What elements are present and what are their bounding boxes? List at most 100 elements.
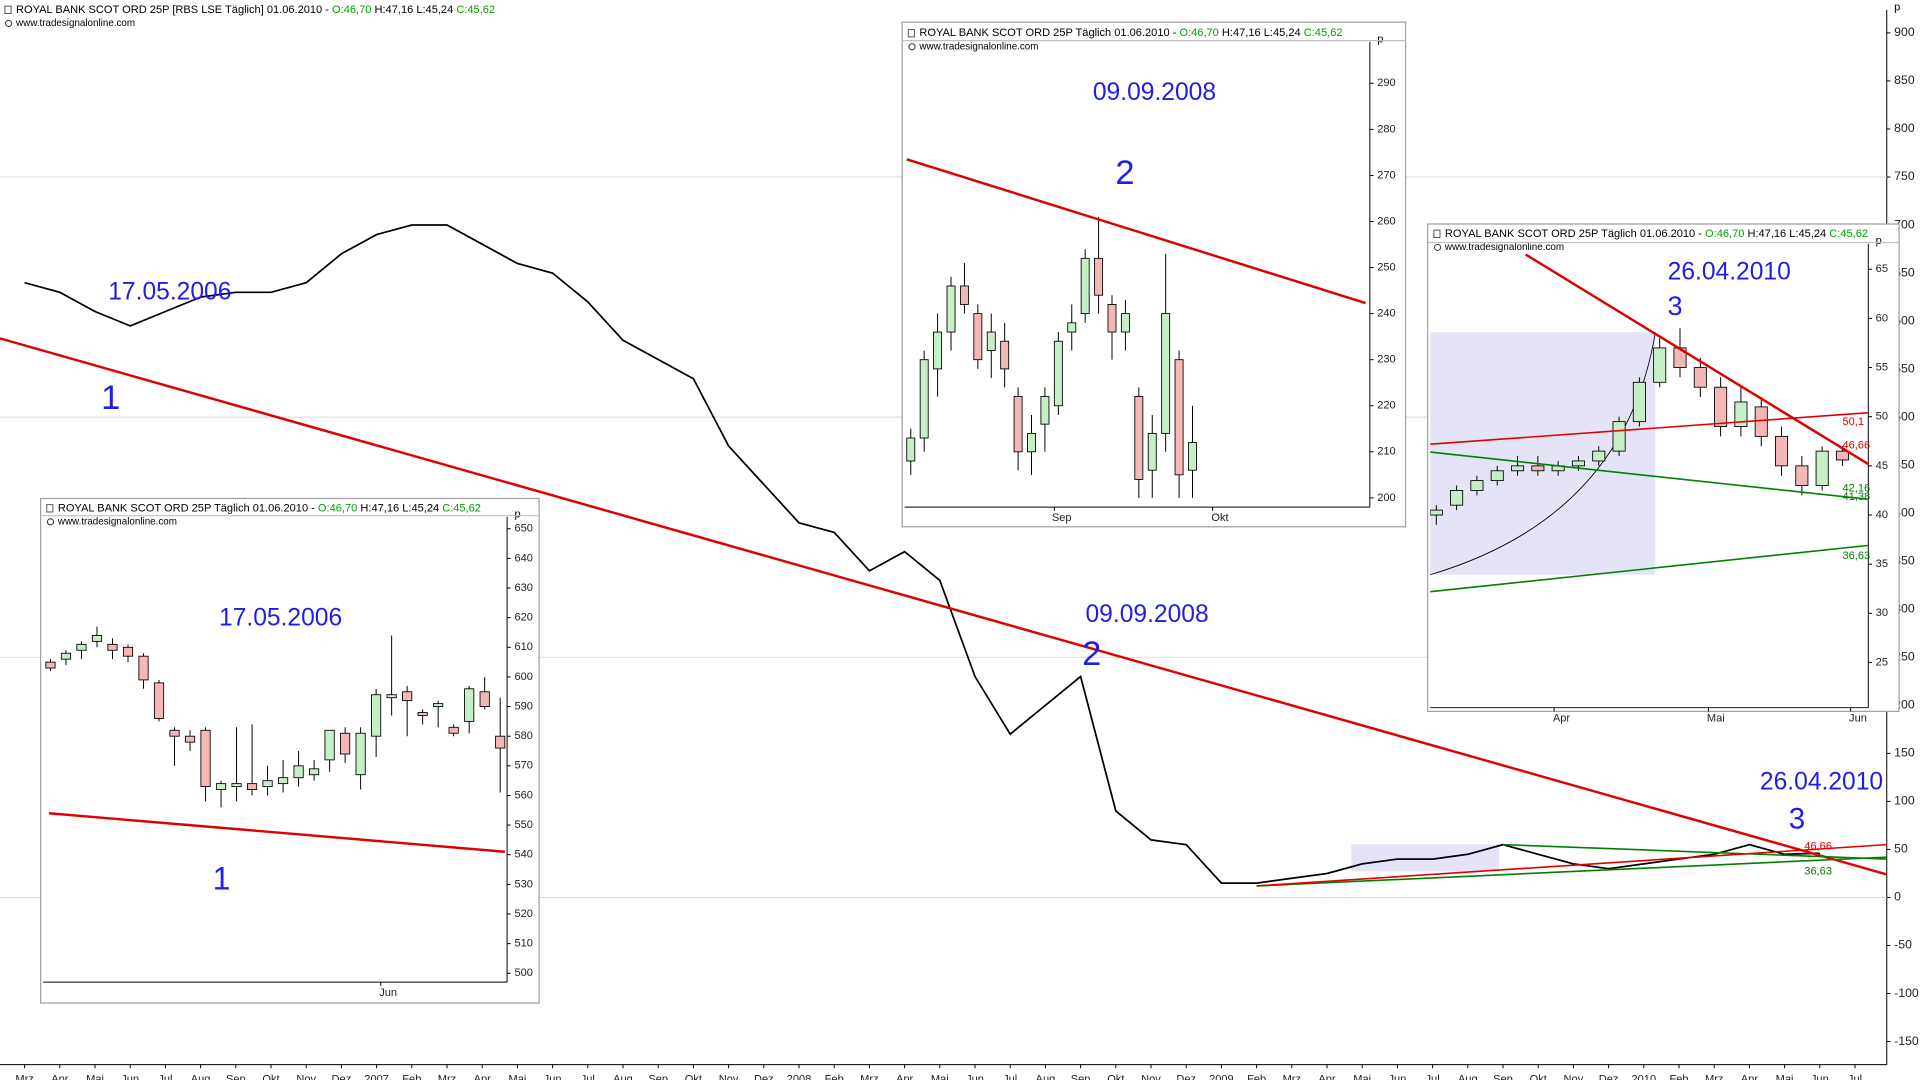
y-tick-label: 630 bbox=[514, 582, 532, 594]
y-tick-label: 530 bbox=[514, 878, 532, 890]
candle-body bbox=[1531, 465, 1545, 472]
y-tick-label: 200 bbox=[1377, 492, 1395, 504]
y-tick-label: 280 bbox=[1377, 123, 1395, 135]
candle-body bbox=[169, 729, 180, 737]
y-tick-label: 40 bbox=[1876, 509, 1888, 521]
y-tick-label: 210 bbox=[1377, 446, 1395, 458]
header-icon bbox=[1433, 229, 1441, 239]
annotation: 09.09.2008 bbox=[1085, 601, 1208, 628]
y-tick-label: 60 bbox=[1876, 312, 1888, 324]
x-tick-label: Jul bbox=[1003, 1073, 1017, 1080]
annotation: 3 bbox=[1668, 290, 1683, 321]
annotation: 26.04.2010 bbox=[1760, 768, 1883, 795]
arc-curve bbox=[1430, 332, 1656, 576]
candle-body bbox=[1815, 450, 1829, 486]
y-tick-label: 55 bbox=[1876, 361, 1888, 373]
y-unit: p bbox=[514, 508, 520, 520]
plot-area bbox=[45, 626, 506, 853]
ohlc-value: O:46,70 bbox=[318, 502, 357, 514]
title: ROYAL BANK SCOT ORD 25P Täglich 01.06.20… bbox=[58, 502, 318, 514]
ohlc-value: H:47,16 bbox=[1222, 27, 1261, 39]
candle-body bbox=[1632, 381, 1646, 423]
candle-body bbox=[107, 643, 118, 651]
y-tick-label: 510 bbox=[514, 938, 532, 950]
annotation: 1 bbox=[101, 379, 120, 417]
plot-area bbox=[0, 224, 1887, 887]
shaded-region bbox=[1430, 332, 1656, 575]
candle-body bbox=[1835, 450, 1849, 461]
candle-body bbox=[324, 729, 335, 761]
candle-body bbox=[355, 732, 366, 776]
x-tick-label: Feb bbox=[402, 1073, 421, 1080]
y-tick-label: 35 bbox=[1876, 558, 1888, 570]
trend-line bbox=[1430, 544, 1869, 593]
candle-body bbox=[91, 635, 103, 642]
x-tick-label: Feb bbox=[1247, 1073, 1266, 1080]
candle-body bbox=[293, 765, 304, 779]
x-tick-label: Jul bbox=[158, 1073, 172, 1080]
ohlc-value: C:45,62 bbox=[1304, 27, 1343, 39]
y-tick-label: 0 bbox=[1894, 890, 1901, 904]
ohlc-value: L:45,24 bbox=[416, 4, 453, 16]
candle-body bbox=[184, 735, 196, 743]
trend-line bbox=[1256, 856, 1887, 887]
source-icon bbox=[46, 518, 55, 526]
candle-body bbox=[386, 694, 397, 699]
candle-body bbox=[946, 285, 956, 333]
title: ROYAL BANK SCOT ORD 25P Täglich 01.06.20… bbox=[1445, 228, 1705, 240]
plot-area bbox=[1430, 253, 1869, 593]
candle-body bbox=[933, 331, 943, 370]
candle-body bbox=[371, 694, 382, 737]
annotation: 50,1 bbox=[1842, 416, 1864, 428]
y-tick-label: 65 bbox=[1876, 263, 1888, 275]
candle-body bbox=[1795, 465, 1809, 486]
candle-body bbox=[1188, 442, 1197, 471]
panel-frame bbox=[40, 497, 540, 1004]
x-tick-label: Jul bbox=[1848, 1073, 1862, 1080]
candle-body bbox=[277, 777, 289, 785]
annotation: 2 bbox=[1115, 154, 1134, 192]
trend-line bbox=[1430, 451, 1869, 501]
candle-body bbox=[1470, 480, 1484, 491]
header-title: ROYAL BANK SCOT ORD 25P Täglich 01.06.20… bbox=[919, 27, 1342, 39]
candle-body bbox=[1592, 450, 1606, 462]
x-tick-label: Jun bbox=[121, 1073, 139, 1080]
y-tick-label: 600 bbox=[514, 671, 532, 683]
x-tick-label: Sep bbox=[1493, 1073, 1513, 1080]
candle-body bbox=[1094, 257, 1104, 296]
y-tick-label: 270 bbox=[1377, 169, 1395, 181]
x-tick-label: Mrz bbox=[1283, 1073, 1301, 1080]
y-unit: p bbox=[1876, 235, 1882, 247]
y-tick-label: -100 bbox=[1894, 986, 1919, 1000]
x-tick-label: Jun bbox=[544, 1073, 562, 1080]
x-tick-label: Sep bbox=[1071, 1073, 1091, 1080]
candle-body bbox=[200, 729, 211, 788]
x-tick-label: Nov bbox=[296, 1073, 316, 1080]
x-tick-label: Mai bbox=[931, 1073, 949, 1080]
candle-body bbox=[1653, 347, 1667, 383]
y-tick-label: 50 bbox=[1876, 411, 1888, 423]
annotation: 1 bbox=[213, 861, 231, 897]
annotation: 2 bbox=[1082, 635, 1101, 673]
x-tick-label: 2008 bbox=[787, 1073, 812, 1080]
header-icon bbox=[907, 29, 915, 38]
annotation: 26.04.2010 bbox=[1668, 259, 1791, 286]
candle-body bbox=[1107, 303, 1117, 333]
candle-body bbox=[464, 688, 475, 722]
x-tick-label: Dez bbox=[754, 1073, 774, 1080]
source-icon bbox=[5, 19, 13, 27]
candle-body bbox=[1511, 465, 1525, 472]
y-tick-label: 260 bbox=[1377, 215, 1395, 227]
x-tick-label: Mai bbox=[1353, 1073, 1371, 1080]
y-tick-label: 220 bbox=[1377, 400, 1395, 412]
header-icon bbox=[46, 504, 54, 513]
y-tick-label: 800 bbox=[1894, 121, 1915, 135]
candle-body bbox=[262, 780, 273, 788]
x-tick-label: Dez bbox=[1176, 1073, 1196, 1080]
candle-body bbox=[1000, 340, 1010, 370]
inset-chart: p 650 640 630 620 610 600 590 580 570 560 550 540 530… bbox=[40, 497, 540, 1004]
x-tick-label: 2009 bbox=[1209, 1073, 1234, 1080]
candle-body bbox=[906, 437, 916, 462]
